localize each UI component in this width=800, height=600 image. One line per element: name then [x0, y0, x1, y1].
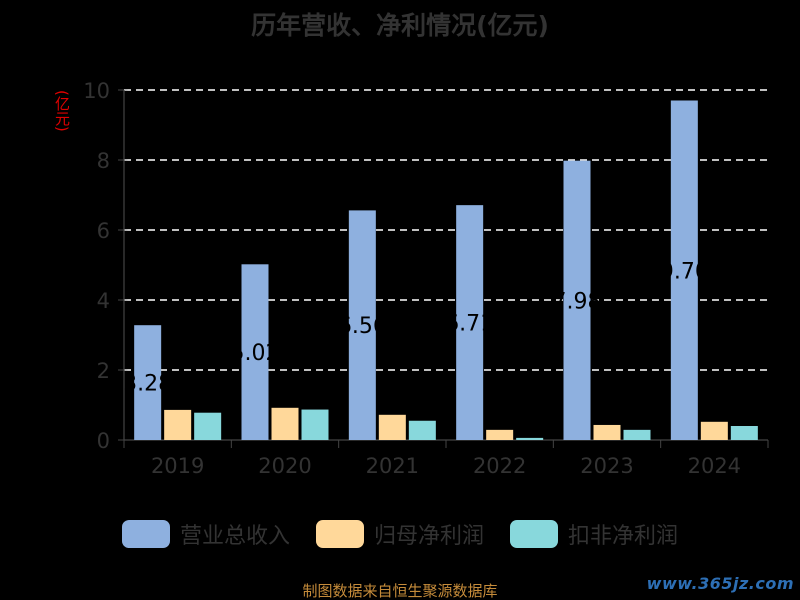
data-label: 6.56 [338, 314, 387, 339]
chart-title: 历年营收、净利情况(亿元) [251, 11, 549, 40]
y-tick-label: 2 [97, 359, 110, 383]
legend-swatch-revenue [121, 520, 170, 548]
watermark-logo: www.365jz.com [646, 574, 794, 593]
y-tick-label: 0 [97, 429, 110, 453]
data-label: 5.02 [231, 341, 280, 366]
bar-revenue [134, 325, 162, 440]
bar-deducted-profit [623, 429, 651, 440]
y-tick-label: 4 [97, 289, 110, 313]
bar-revenue [670, 100, 698, 440]
x-tick-label: 2021 [366, 454, 419, 478]
legend-item-deducted-profit[interactable]: 扣非净利润 [510, 518, 678, 550]
bar-deducted-profit [730, 426, 758, 440]
data-label: 7.98 [553, 289, 602, 314]
bar-deducted-profit [408, 420, 436, 440]
data-label: 3.28 [123, 372, 172, 397]
bar-net-profit [378, 414, 406, 440]
bar-net-profit [164, 409, 192, 440]
bar-deducted-profit [194, 412, 222, 440]
bar-revenue [456, 205, 484, 440]
legend-item-net-profit[interactable]: 归母净利润 [315, 518, 484, 550]
bar-revenue [241, 264, 269, 440]
x-tick-label: 2022 [473, 454, 526, 478]
x-tick-label: 2023 [580, 454, 633, 478]
bar-net-profit [486, 429, 514, 440]
bar-net-profit [593, 424, 621, 440]
bar-revenue [348, 210, 376, 440]
y-tick-label: 6 [97, 219, 110, 243]
x-tick-label: 2019 [151, 454, 204, 478]
x-tick-label: 2020 [258, 454, 311, 478]
bar-deducted-profit [301, 409, 329, 440]
legend-label-revenue: 营业总收入 [179, 524, 290, 549]
data-label: 6.71 [445, 312, 494, 337]
y-tick-label: 10 [83, 79, 110, 103]
legend-label-deducted-profit: 扣非净利润 [568, 524, 679, 549]
bar-deducted-profit [516, 437, 544, 440]
legend-swatch-deducted-profit [510, 520, 558, 548]
legend: 营业总收入 归母净利润 扣非净利润 [0, 518, 800, 550]
legend-label-net-profit: 归母净利润 [373, 524, 484, 549]
bar-revenue [563, 160, 591, 440]
data-label: 9.70 [660, 259, 709, 284]
x-tick-label: 2024 [688, 454, 741, 478]
legend-swatch-net-profit [315, 520, 364, 548]
y-tick-label: 8 [97, 149, 110, 173]
source-note: 制图数据来自恒生聚源数据库 [302, 582, 498, 600]
y-axis-label: (亿元) [53, 90, 71, 132]
legend-item-revenue[interactable]: 营业总收入 [121, 518, 290, 550]
bar-net-profit [271, 407, 299, 440]
bar-net-profit [700, 421, 728, 440]
